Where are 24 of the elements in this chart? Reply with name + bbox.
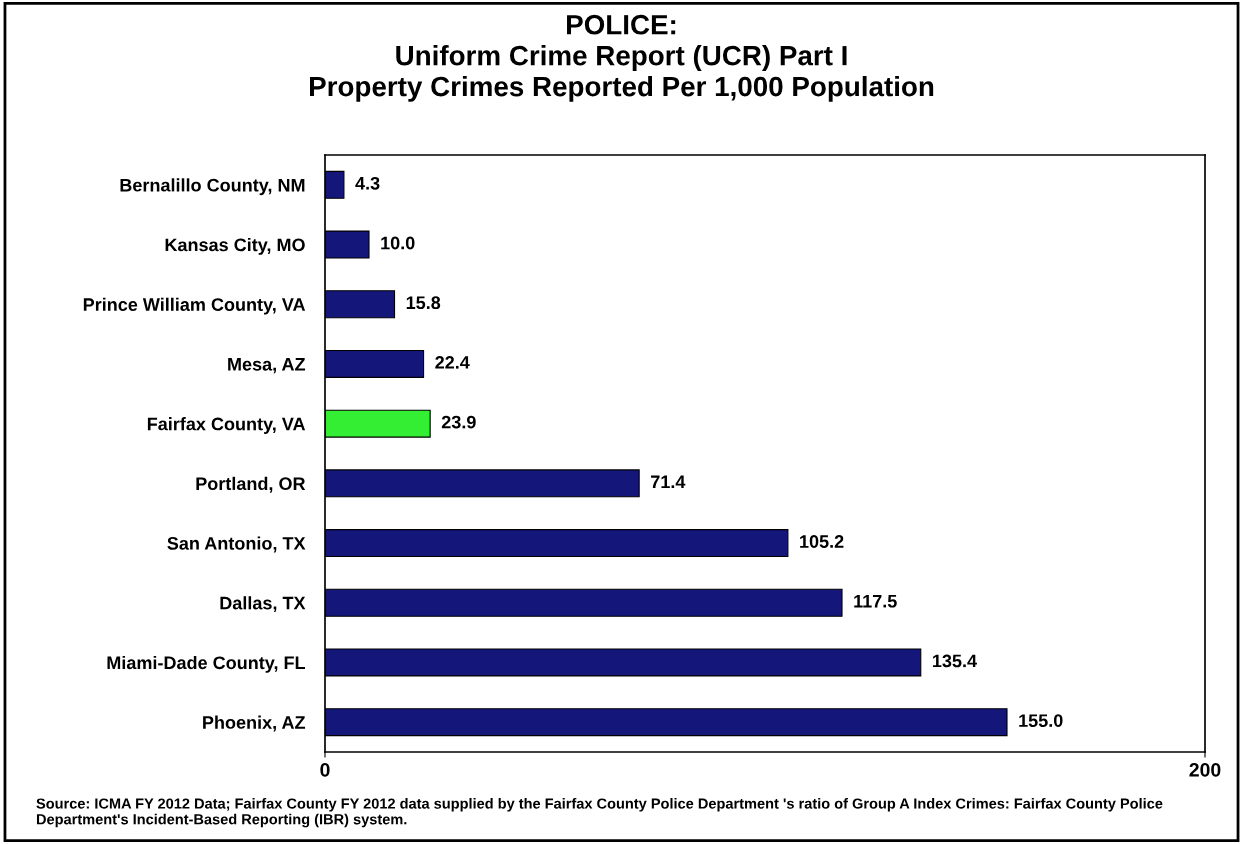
- chart-title: POLICE: Uniform Crime Report (UCR) Part I Property Crimes Reported Per 1,000 Population: [310, 14, 934, 102]
- y-tick-label: Dallas, TX: [220, 596, 306, 613]
- y-tick-label: Prince William County, VA: [83, 297, 306, 315]
- y-tick-label: Mesa, AZ: [228, 358, 306, 374]
- x-tick-label: 200: [1189, 762, 1221, 777]
- x-tick-label: 0: [320, 762, 330, 777]
- source-note: Source: ICMA FY 2012 Data; Fairfax County FY 2012 data supplied by the Fairfax County Police Department 's ratio of Group A Index Crimes: Fairfax County Police Department's Incident-Based Reporting (IBR) system.: [36, 798, 1163, 828]
- y-tick-label: Phoenix, AZ: [203, 715, 306, 732]
- data-label: 71.4: [651, 475, 686, 489]
- y-tick-label: Kansas City, MO: [165, 238, 305, 255]
- data-label: 155.0: [1019, 714, 1063, 727]
- data-label: 15.8: [406, 296, 441, 310]
- data-label: 117.5: [854, 595, 897, 608]
- y-tick-label: Miami-Dade County, FL: [107, 655, 306, 673]
- data-label: 22.4: [435, 356, 470, 369]
- y-tick-label: Portland, OR: [196, 476, 306, 493]
- data-label: 4.3: [355, 176, 380, 190]
- data-label: 23.9: [441, 415, 476, 429]
- y-tick-label: Fairfax County, VA: [147, 417, 306, 434]
- y-tick-label: San Antonio, TX: [167, 536, 306, 553]
- data-label: 135.4: [933, 654, 977, 668]
- y-tick-label: Bernalillo County, NM: [120, 178, 305, 196]
- data-label: 105.2: [800, 535, 844, 548]
- data-label: 10.0: [381, 236, 415, 250]
